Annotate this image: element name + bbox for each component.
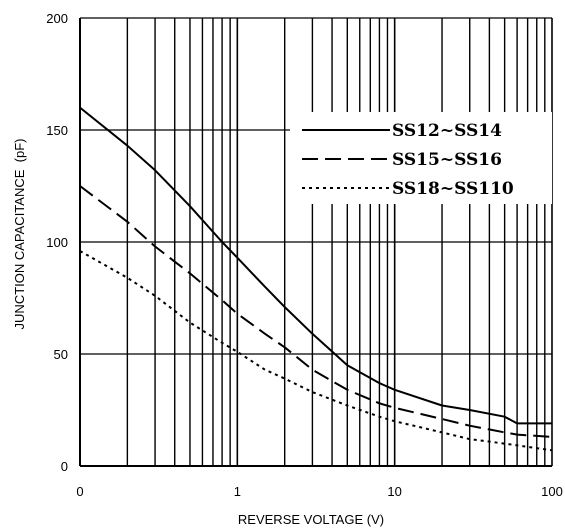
series-line: [79, 250, 553, 452]
legend: SS12~SS14 SS15~SS16 SS18~SS110: [302, 121, 514, 199]
series-line: [79, 106, 552, 425]
y-tick-label: 0: [61, 459, 68, 474]
legend-label: SS12~SS14: [392, 121, 502, 141]
y-tick-label: 200: [46, 11, 68, 26]
axes: [79, 18, 552, 467]
x-tick-label: 1: [234, 484, 241, 499]
series-lines: [79, 106, 553, 452]
y-tick-label: 50: [54, 347, 68, 362]
y-tick-label: 150: [46, 123, 68, 138]
tick-labels: 0 1 10 100 0 50 100 150 200: [46, 11, 563, 499]
y-tick-label: 100: [46, 235, 68, 250]
grid-lines: [79, 17, 553, 467]
x-tick-label: 10: [387, 484, 401, 499]
x-tick-label: 100: [541, 484, 563, 499]
legend-label: SS18~SS110: [392, 179, 514, 199]
x-axis-title: REVERSE VOLTAGE (V): [238, 512, 384, 527]
legend-label: SS15~SS16: [392, 150, 502, 170]
x-tick-label: 0: [76, 484, 83, 499]
series-line: [79, 185, 553, 438]
y-axis-title: JUNCTION CAPACITANCE (pF): [12, 139, 27, 330]
